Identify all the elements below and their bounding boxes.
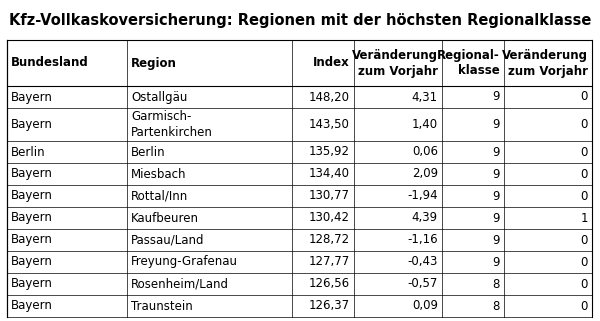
Text: 0: 0	[581, 145, 588, 159]
Text: 1,40: 1,40	[412, 118, 438, 131]
Text: 134,40: 134,40	[309, 168, 350, 180]
Text: Bayern: Bayern	[11, 299, 53, 313]
Text: 4,31: 4,31	[412, 91, 438, 103]
Text: 0: 0	[581, 233, 588, 247]
Text: Ostallgäu: Ostallgäu	[131, 91, 187, 103]
Text: 9: 9	[493, 212, 500, 224]
Text: 9: 9	[493, 145, 500, 159]
Text: 135,92: 135,92	[309, 145, 350, 159]
Text: Bundesland: Bundesland	[11, 56, 89, 70]
Text: 2,09: 2,09	[412, 168, 438, 180]
Text: Regional-
klasse: Regional- klasse	[437, 48, 500, 77]
Text: 1: 1	[581, 212, 588, 224]
Text: 148,20: 148,20	[309, 91, 350, 103]
Text: Bayern: Bayern	[11, 277, 53, 291]
Text: 0,06: 0,06	[412, 145, 438, 159]
Text: 9: 9	[493, 168, 500, 180]
Text: Kfz-Vollkaskoversicherung: Regionen mit der höchsten Regionalklasse: Kfz-Vollkaskoversicherung: Regionen mit …	[9, 13, 591, 28]
Text: 0: 0	[581, 189, 588, 203]
Text: Bayern: Bayern	[11, 212, 53, 224]
Text: 9: 9	[493, 256, 500, 268]
Text: 0: 0	[581, 168, 588, 180]
Text: Berlin: Berlin	[131, 145, 166, 159]
Text: Garmisch-
Partenkirchen: Garmisch- Partenkirchen	[131, 110, 213, 139]
Text: Bayern: Bayern	[11, 189, 53, 203]
Text: Rottal/Inn: Rottal/Inn	[131, 189, 188, 203]
Text: -1,94: -1,94	[407, 189, 438, 203]
Text: Berlin: Berlin	[11, 145, 46, 159]
Text: 126,56: 126,56	[309, 277, 350, 291]
Text: Veränderung
zum Vorjahr: Veränderung zum Vorjahr	[502, 48, 588, 77]
Text: 126,37: 126,37	[309, 299, 350, 313]
Text: Bayern: Bayern	[11, 168, 53, 180]
Text: -0,57: -0,57	[407, 277, 438, 291]
Text: Rosenheim/Land: Rosenheim/Land	[131, 277, 229, 291]
Text: Kaufbeuren: Kaufbeuren	[131, 212, 199, 224]
Text: 0: 0	[581, 118, 588, 131]
Text: Index: Index	[313, 56, 350, 70]
Text: 143,50: 143,50	[309, 118, 350, 131]
Text: 4,39: 4,39	[412, 212, 438, 224]
Text: 130,77: 130,77	[309, 189, 350, 203]
Text: 8: 8	[493, 277, 500, 291]
Text: Miesbach: Miesbach	[131, 168, 187, 180]
Text: Traunstein: Traunstein	[131, 299, 193, 313]
Text: 9: 9	[493, 91, 500, 103]
Text: 130,42: 130,42	[309, 212, 350, 224]
Text: 9: 9	[493, 118, 500, 131]
Text: Veränderung
zum Vorjahr: Veränderung zum Vorjahr	[352, 48, 438, 77]
Text: 8: 8	[493, 299, 500, 313]
Text: 0: 0	[581, 91, 588, 103]
Text: 9: 9	[493, 189, 500, 203]
Text: Bayern: Bayern	[11, 91, 53, 103]
Text: Bayern: Bayern	[11, 118, 53, 131]
Text: Bayern: Bayern	[11, 233, 53, 247]
Text: 9: 9	[493, 233, 500, 247]
Text: Region: Region	[131, 56, 177, 70]
Text: 0: 0	[581, 299, 588, 313]
Text: Passau/Land: Passau/Land	[131, 233, 205, 247]
Text: 0: 0	[581, 256, 588, 268]
Text: 127,77: 127,77	[309, 256, 350, 268]
Text: -1,16: -1,16	[407, 233, 438, 247]
Text: 0: 0	[581, 277, 588, 291]
Text: -0,43: -0,43	[407, 256, 438, 268]
Text: Bayern: Bayern	[11, 256, 53, 268]
Text: 0,09: 0,09	[412, 299, 438, 313]
Text: Freyung-Grafenau: Freyung-Grafenau	[131, 256, 238, 268]
Text: 128,72: 128,72	[309, 233, 350, 247]
